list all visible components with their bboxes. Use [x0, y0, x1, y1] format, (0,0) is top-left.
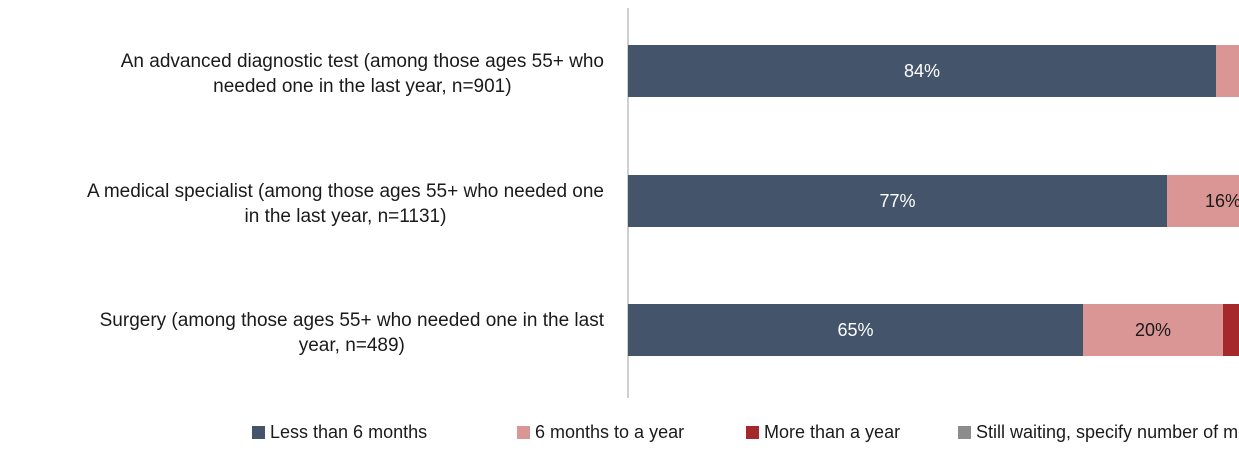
legend-label: Less than 6 months — [270, 422, 427, 442]
category-label-line: Surgery (among those ages 55+ who needed… — [100, 310, 605, 331]
category-label-line: needed one in the last year, n=901) — [213, 76, 511, 97]
legend-label: Still waiting, specify number of months: — [976, 422, 1239, 442]
data-label: 65% — [837, 320, 873, 340]
data-label: 20% — [1135, 320, 1171, 340]
bar-segment — [628, 175, 1167, 227]
bar-segment — [1167, 175, 1239, 227]
legend-label: More than a year — [764, 422, 900, 442]
category-label: Surgery (among those ages 55+ who needed… — [100, 310, 605, 356]
data-label: 84% — [904, 61, 940, 81]
legend-swatch — [517, 426, 530, 439]
data-label: 77% — [879, 191, 915, 211]
category-label-line: An advanced diagnostic test (among those… — [121, 51, 604, 72]
category-label: A medical specialist (among those ages 5… — [87, 181, 604, 227]
category-label-line: year, n=489) — [299, 335, 405, 356]
category-label-line: A medical specialist (among those ages 5… — [87, 181, 604, 202]
category-label-line: in the last year, n=1131) — [245, 206, 447, 227]
legend-label: 6 months to a year — [535, 422, 684, 442]
bar-segment — [1216, 45, 1239, 97]
bar-segment — [628, 304, 1083, 356]
data-label: 16% — [1205, 191, 1239, 211]
bar-segment — [1083, 304, 1223, 356]
legend-swatch — [958, 426, 971, 439]
legend-swatch — [252, 426, 265, 439]
legend-swatch — [746, 426, 759, 439]
bar-segment — [628, 45, 1216, 97]
bar-segment — [1223, 304, 1239, 356]
category-label: An advanced diagnostic test (among those… — [121, 51, 604, 97]
